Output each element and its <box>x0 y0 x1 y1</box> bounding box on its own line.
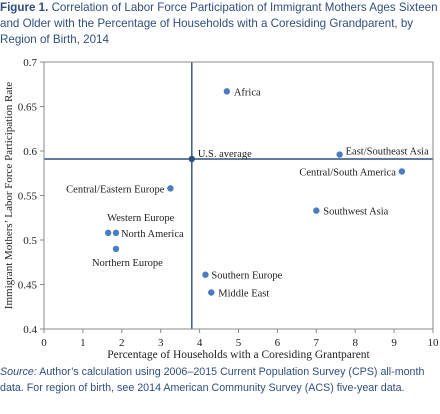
y-tick-label: 0.6 <box>23 146 37 158</box>
x-tick-label: 7 <box>314 337 320 349</box>
figure-label: Figure 1. <box>0 1 49 14</box>
data-points <box>104 88 406 296</box>
label-africa: Africa <box>234 87 261 98</box>
point-labels: Africa U.S. average East/Southeast Asia Cen… <box>66 87 429 299</box>
label-southwest-asia: Southwest Asia <box>323 207 388 218</box>
point-central-south-america <box>398 168 406 175</box>
figure-title-text: Correlation of Labor Force Participation… <box>0 1 438 46</box>
x-tick-label: 0 <box>41 337 47 349</box>
x-tick-label: 4 <box>197 337 203 349</box>
label-central-south-america: Central/South America <box>299 167 396 178</box>
source-text: Author’s calculation using 2006–2015 Cur… <box>0 366 425 394</box>
point-north-america <box>112 229 120 237</box>
x-tick-label: 3 <box>158 337 164 349</box>
label-north-america: North America <box>121 229 184 240</box>
scatter-chart: 0 1 2 3 4 5 6 7 8 9 10 0.4 0.45 0.5 0.55 0.6 0.65 0.7 Afr… <box>3 57 439 361</box>
x-tick-label: 8 <box>352 337 358 349</box>
y-tick-label: 0.45 <box>18 280 38 292</box>
point-africa <box>223 88 231 95</box>
label-u-s-average: U.S. average <box>198 149 252 160</box>
label-east-southeast-asia: East/Southeast Asia <box>346 147 429 158</box>
point-northern-europe <box>112 245 120 253</box>
point-central-eastern-europe <box>167 185 174 192</box>
source-note: Source: Author’s calculation using 2006–… <box>0 365 436 396</box>
figure-title: Figure 1. Correlation of Labor Force Par… <box>0 0 440 48</box>
x-axis-label: Percentage of Households with a Coresidi… <box>107 349 370 361</box>
x-tick-label: 2 <box>119 337 125 349</box>
x-tick-label: 5 <box>236 337 242 349</box>
y-tick-label: 0.7 <box>23 57 37 69</box>
label-northern-europe: Northern Europe <box>92 258 163 269</box>
y-tick-label: 0.4 <box>23 324 37 336</box>
x-tick-label: 9 <box>391 337 397 349</box>
point-western-europe <box>104 229 112 237</box>
point-east-southeast-asia <box>336 151 343 158</box>
label-southern-europe: Southern Europe <box>211 271 282 282</box>
y-tick-label: 0.55 <box>18 191 38 203</box>
axes: 0 1 2 3 4 5 6 7 8 9 10 0.4 0.45 0.5 0.55 0.6 0.65 0.7 <box>18 57 439 349</box>
y-tick-label: 0.5 <box>23 235 37 247</box>
point-middle-east <box>208 289 215 296</box>
label-central-eastern-europe: Central/Eastern Europe <box>66 184 165 195</box>
x-tick-label: 6 <box>275 337 281 349</box>
point-u-s-average <box>188 155 196 163</box>
point-southwest-asia <box>313 207 320 214</box>
y-axis-label: Immigrant Mothers’ Labor Force Participa… <box>3 82 15 309</box>
x-tick-label: 10 <box>428 337 440 349</box>
label-western-europe: Western Europe <box>107 213 174 224</box>
source-label: Source: <box>0 366 37 378</box>
reference-lines <box>44 62 433 329</box>
label-middle-east: Middle East <box>218 289 269 300</box>
x-tick-label: 1 <box>80 337 86 349</box>
point-southern-europe <box>202 271 209 278</box>
y-tick-label: 0.65 <box>18 102 38 114</box>
